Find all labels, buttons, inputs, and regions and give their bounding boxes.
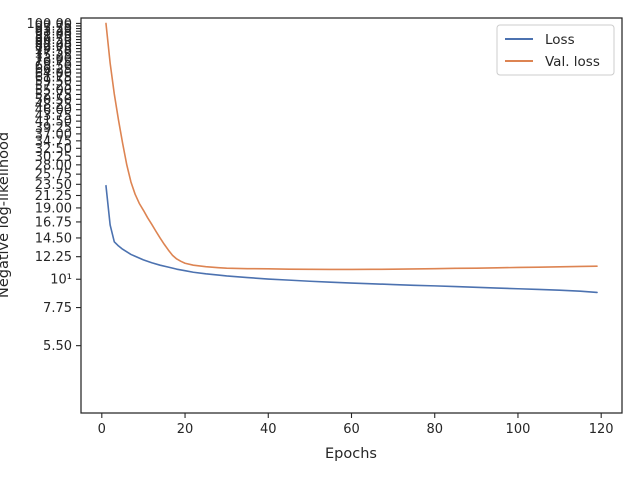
x-tick-label: 80 bbox=[426, 422, 443, 437]
x-tick-label: 60 bbox=[343, 422, 360, 437]
y-tick-label: 93.25 bbox=[35, 25, 72, 40]
y-tick-label: 95.50 bbox=[35, 22, 72, 37]
y-tick-label: 88.75 bbox=[35, 30, 72, 45]
y-tick-label: 57.25 bbox=[35, 79, 72, 94]
y-tick-label: 84.25 bbox=[35, 36, 72, 51]
y-tick-label: 50.50 bbox=[35, 93, 72, 108]
y-tick-label: 23.50 bbox=[35, 178, 72, 193]
y-tick-label: 37.00 bbox=[35, 127, 72, 142]
legend: Loss Val. loss bbox=[496, 24, 615, 76]
y-tick-label: 43.75 bbox=[35, 109, 72, 124]
y-tick-label: 82.00 bbox=[35, 39, 72, 54]
y-tick-label: 61.75 bbox=[35, 70, 72, 85]
y-tick-label: 97.75 bbox=[35, 19, 72, 34]
x-tick-label: 100 bbox=[506, 422, 531, 437]
x-tick-label: 0 bbox=[98, 422, 106, 437]
y-tick-label: 64.00 bbox=[35, 67, 72, 82]
y-tick-label: 59.50 bbox=[35, 75, 72, 90]
y-tick-label: 77.50 bbox=[35, 45, 72, 60]
y-tick-label: 100.00 bbox=[27, 17, 73, 32]
y-axis-label: Negative log-likelihood bbox=[0, 132, 12, 298]
y-tick-label: 55.00 bbox=[35, 83, 72, 98]
y-tick-label: 86.50 bbox=[35, 33, 72, 48]
y-tick-label: 10¹ bbox=[50, 273, 72, 288]
y-tick-label: 75.25 bbox=[35, 49, 72, 64]
y-tick-label: 79.75 bbox=[35, 42, 72, 57]
y-tick-label: 25.75 bbox=[35, 168, 72, 183]
y-tick-label: 12.25 bbox=[35, 250, 72, 265]
y-tick-label: 46.00 bbox=[35, 103, 72, 118]
y-tick-label: 39.25 bbox=[35, 121, 72, 136]
y-tick-label: 7.75 bbox=[43, 301, 72, 316]
y-tick-label: 19.00 bbox=[35, 201, 72, 216]
x-tick-label: 20 bbox=[177, 422, 194, 437]
plot-frame bbox=[80, 17, 623, 414]
series-layer bbox=[105, 22, 598, 294]
y-tick-label: 91.00 bbox=[35, 27, 72, 42]
y-tick-label: 70.75 bbox=[35, 55, 72, 70]
y-tick-label: 68.50 bbox=[35, 59, 72, 74]
y-tick-label: 66.25 bbox=[35, 63, 72, 78]
y-tick-label: 52.75 bbox=[35, 88, 72, 103]
y-tick-label: 41.50 bbox=[35, 115, 72, 130]
y-tick-label: 73.00 bbox=[35, 52, 72, 67]
y-tick-label: 28.00 bbox=[35, 158, 72, 173]
y-tick-label: 16.75 bbox=[35, 215, 72, 230]
x-axis-ticks: 0 20 40 60 80 100 120 bbox=[98, 413, 614, 437]
series-line-1 bbox=[105, 22, 598, 271]
legend-box bbox=[496, 24, 615, 76]
x-tick-label: 120 bbox=[589, 422, 614, 437]
x-tick-label: 40 bbox=[260, 422, 277, 437]
y-tick-label: 48.25 bbox=[35, 98, 72, 113]
y-tick-label: 21.25 bbox=[35, 189, 72, 204]
y-tick-label: 14.50 bbox=[35, 231, 72, 246]
y-tick-label: 32.50 bbox=[35, 142, 72, 157]
legend-label-val-loss: Val. loss bbox=[545, 54, 600, 70]
y-tick-label: 30.25 bbox=[35, 150, 72, 165]
legend-label-loss: Loss bbox=[545, 32, 575, 48]
series-line-0 bbox=[105, 184, 598, 294]
y-axis-ticks: 5.50 7.75 10¹ 12.25 14.5016.7519.0021.2523.5… bbox=[27, 17, 81, 354]
y-tick-label: 5.50 bbox=[43, 339, 72, 354]
x-axis-label: Epochs bbox=[325, 446, 377, 462]
y-tick-label: 34.75 bbox=[35, 134, 72, 149]
